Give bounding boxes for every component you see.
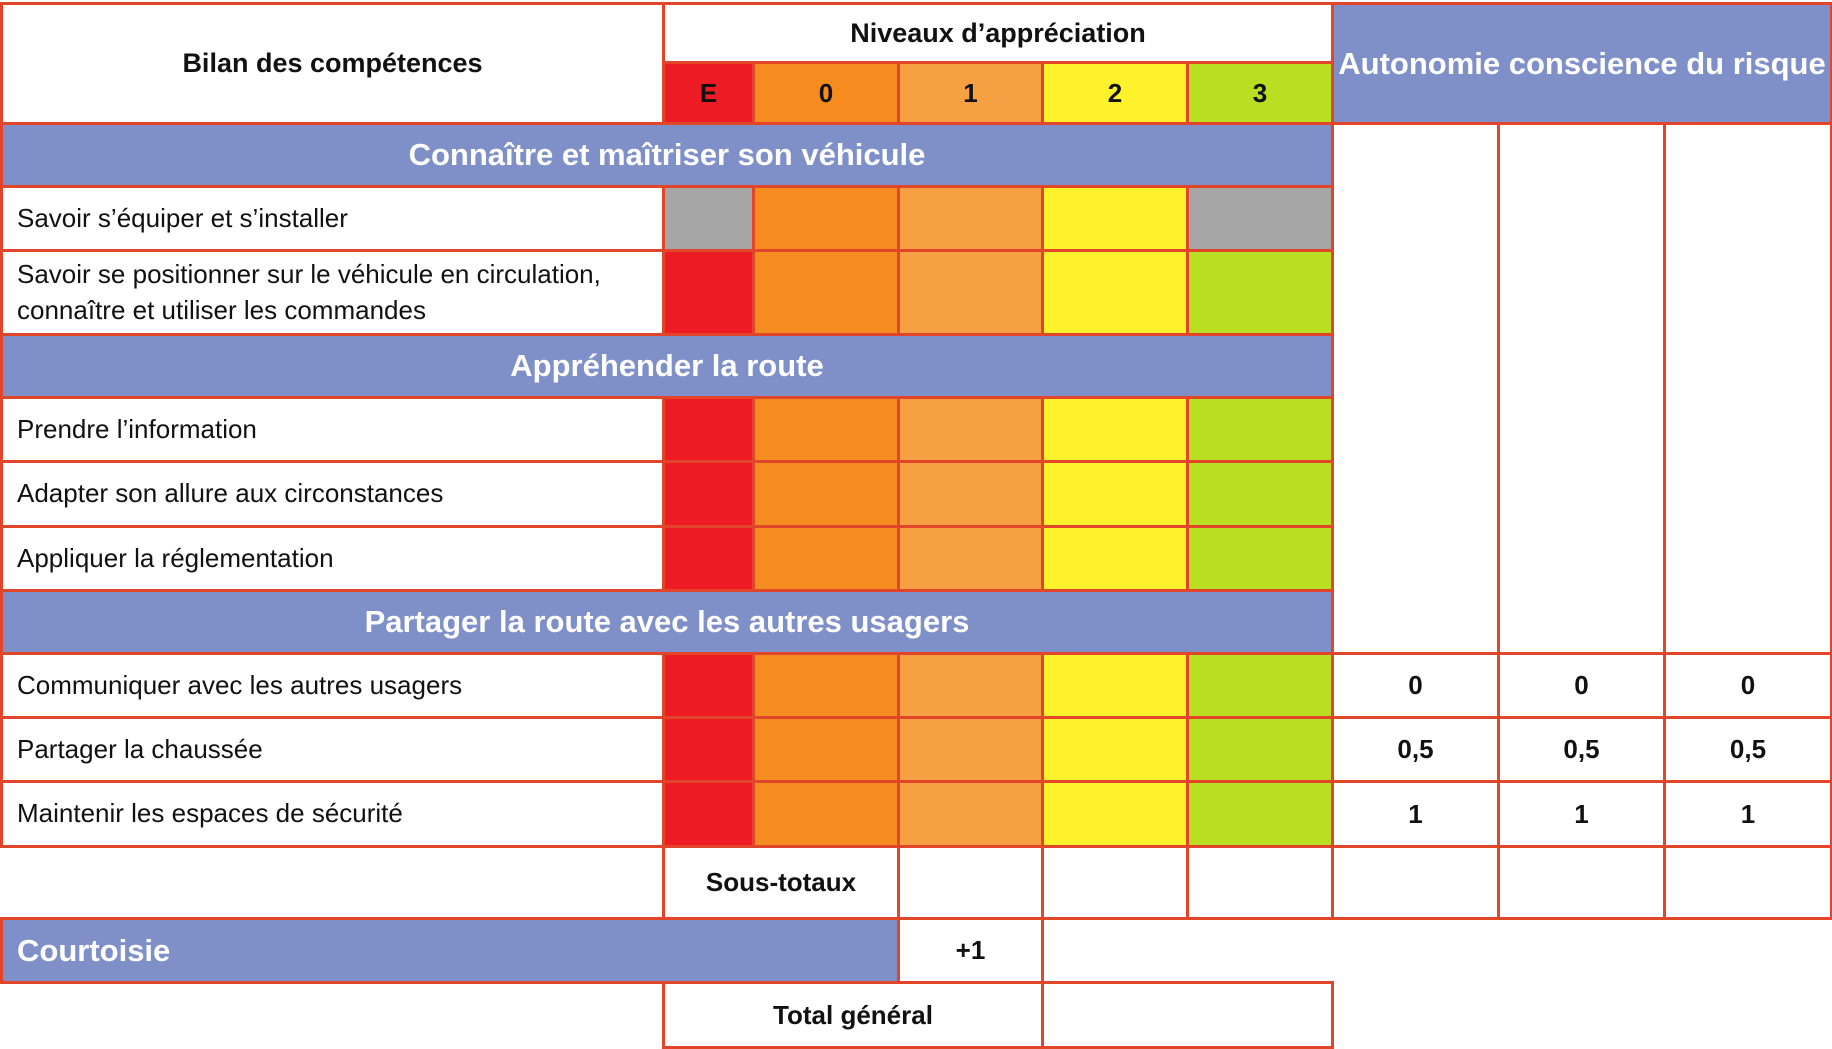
level-cell: [897, 396, 1044, 463]
level-header-3: 3: [1186, 61, 1334, 125]
autonomie-value: 1: [1663, 780, 1832, 848]
level-cell: [752, 652, 900, 719]
skill-label: Savoir s’équiper et s’installer: [0, 185, 665, 252]
level-cell: [1041, 249, 1189, 336]
level-cell: [752, 780, 900, 848]
sous-total-cell: [897, 845, 1044, 920]
header-bilan: Bilan des compétences: [0, 2, 665, 125]
level-cell: [752, 460, 900, 528]
level-cell: [1186, 780, 1334, 848]
courtoisie-label: Courtoisie: [0, 917, 900, 984]
autonomie-value: 1: [1497, 780, 1666, 848]
header-niveaux: Niveaux d’appréciation: [662, 2, 1334, 64]
level-cell: [1186, 652, 1334, 719]
level-cell: [752, 716, 900, 783]
sous-total-cell: [1041, 845, 1189, 920]
level-header-1: 1: [897, 61, 1044, 125]
level-cell: [662, 780, 755, 848]
level-cell: [1186, 249, 1334, 336]
level-cell: [662, 249, 755, 336]
level-cell: [897, 460, 1044, 528]
total-general-label: Total général: [662, 981, 1044, 1049]
total-general-cell: [1041, 981, 1334, 1049]
autonomie-value: 0: [1497, 652, 1666, 719]
level-cell: [752, 525, 900, 592]
level-cell: [662, 716, 755, 783]
level-cell: [897, 185, 1044, 252]
autonomie-value: 0,5: [1497, 716, 1666, 783]
level-cell: [897, 652, 1044, 719]
level-cell: [1041, 652, 1189, 719]
level-cell: [1041, 396, 1189, 463]
autonomie-blank-column: [1663, 122, 1832, 655]
autonomie-value: 0,5: [1331, 716, 1500, 783]
skill-label: Communiquer avec les autres usagers: [0, 652, 665, 719]
sous-totaux-label: Sous-totaux: [662, 845, 900, 920]
level-cell: [662, 525, 755, 592]
level-cell: [662, 396, 755, 463]
sous-total-cell: [1186, 845, 1334, 920]
level-cell: [662, 460, 755, 528]
level-header-0: 0: [752, 61, 900, 125]
level-cell: [1041, 716, 1189, 783]
level-cell: [1041, 185, 1189, 252]
level-cell: [1041, 780, 1189, 848]
level-cell: [1186, 460, 1334, 528]
level-cell: [897, 716, 1044, 783]
level-cell: [1041, 460, 1189, 528]
level-cell: [1041, 525, 1189, 592]
level-cell: [752, 249, 900, 336]
autonomie-value: 1: [1331, 780, 1500, 848]
autonomie-value: 0,5: [1663, 716, 1832, 783]
level-cell: [752, 396, 900, 463]
section-title: Connaître et maîtriser son véhicule: [0, 122, 1334, 188]
level-header-e: E: [662, 61, 755, 125]
sous-total-cell: [1663, 845, 1832, 920]
section-title: Appréhender la route: [0, 333, 1334, 399]
header-autonomie: Autonomie conscience du risque: [1331, 2, 1832, 125]
level-cell: [1186, 396, 1334, 463]
level-cell: [1186, 185, 1334, 252]
level-cell: [897, 525, 1044, 592]
sous-total-cell: [1497, 845, 1666, 920]
level-header-2: 2: [1041, 61, 1189, 125]
skill-label: Savoir se positionner sur le véhicule en…: [0, 249, 665, 336]
level-cell: [1186, 716, 1334, 783]
autonomie-blank-column: [1497, 122, 1666, 655]
skill-label: Maintenir les espaces de sécurité: [0, 780, 665, 848]
sous-total-cell: [1331, 845, 1500, 920]
level-cell: [752, 185, 900, 252]
level-cell: [897, 249, 1044, 336]
section-title: Partager la route avec les autres usager…: [0, 589, 1334, 655]
autonomie-value: 0: [1331, 652, 1500, 719]
skill-label: Prendre l’information: [0, 396, 665, 463]
skill-label: Partager la chaussée: [0, 716, 665, 783]
skill-label: Appliquer la réglementation: [0, 525, 665, 592]
level-cell: [897, 780, 1044, 848]
level-cell: [662, 652, 755, 719]
level-cell: [1186, 525, 1334, 592]
courtoisie-bonus: +1: [897, 917, 1044, 984]
autonomie-value: 0: [1663, 652, 1832, 719]
skill-label: Adapter son allure aux circonstances: [0, 460, 665, 528]
autonomie-blank-column: [1331, 122, 1500, 655]
level-cell: [662, 185, 755, 252]
